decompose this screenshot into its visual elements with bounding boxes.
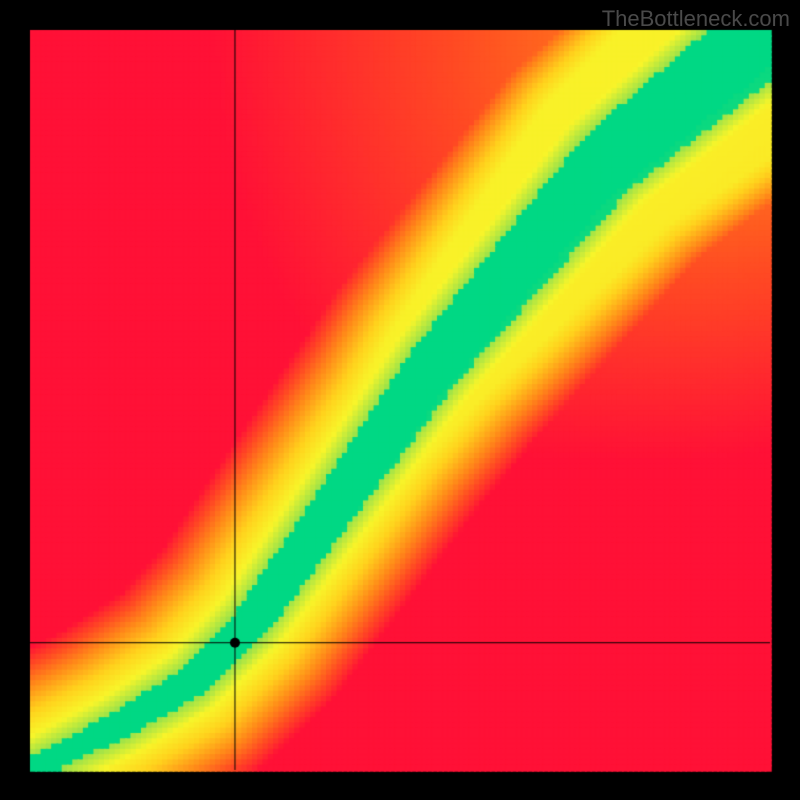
bottleneck-heatmap (0, 0, 800, 800)
chart-container: TheBottleneck.com (0, 0, 800, 800)
